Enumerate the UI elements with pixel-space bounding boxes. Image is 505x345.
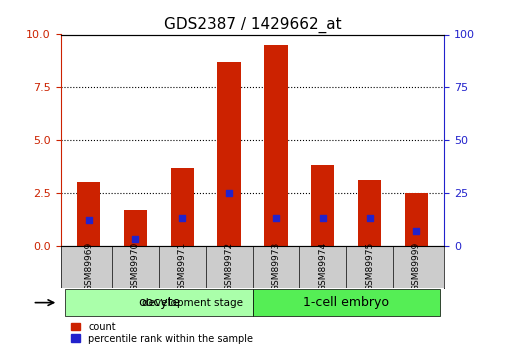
Text: GSM89972: GSM89972 — [225, 242, 234, 291]
Bar — [311, 165, 334, 246]
Point — [178, 215, 186, 221]
Bar — [264, 45, 288, 246]
Bar — [171, 168, 194, 246]
Text: GSM89999: GSM89999 — [412, 242, 421, 292]
Point — [225, 190, 233, 196]
Bar — [217, 62, 241, 246]
Point — [366, 215, 374, 221]
Title: GDS2387 / 1429662_at: GDS2387 / 1429662_at — [164, 17, 341, 33]
Legend: count, percentile rank within the sample: count, percentile rank within the sample — [71, 322, 253, 344]
Bar — [77, 182, 100, 246]
Bar — [358, 180, 381, 246]
Text: GSM89971: GSM89971 — [178, 242, 187, 292]
Text: GSM89975: GSM89975 — [365, 242, 374, 292]
Point — [131, 237, 139, 242]
Point — [272, 215, 280, 221]
Text: GSM89970: GSM89970 — [131, 242, 140, 292]
FancyBboxPatch shape — [65, 289, 252, 316]
Bar — [405, 193, 428, 246]
Text: 1-cell embryo: 1-cell embryo — [303, 296, 389, 309]
Text: GSM89974: GSM89974 — [318, 242, 327, 291]
Text: oocyte: oocyte — [138, 296, 180, 309]
Text: GSM89969: GSM89969 — [84, 242, 93, 292]
Bar — [124, 210, 147, 246]
Text: development stage: development stage — [142, 298, 243, 308]
Point — [412, 228, 420, 234]
Point — [319, 215, 327, 221]
Text: GSM89973: GSM89973 — [271, 242, 280, 292]
FancyBboxPatch shape — [252, 289, 440, 316]
Point — [85, 218, 93, 223]
